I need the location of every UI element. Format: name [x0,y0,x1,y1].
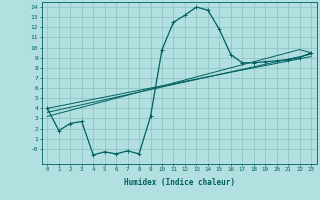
X-axis label: Humidex (Indice chaleur): Humidex (Indice chaleur) [124,178,235,187]
